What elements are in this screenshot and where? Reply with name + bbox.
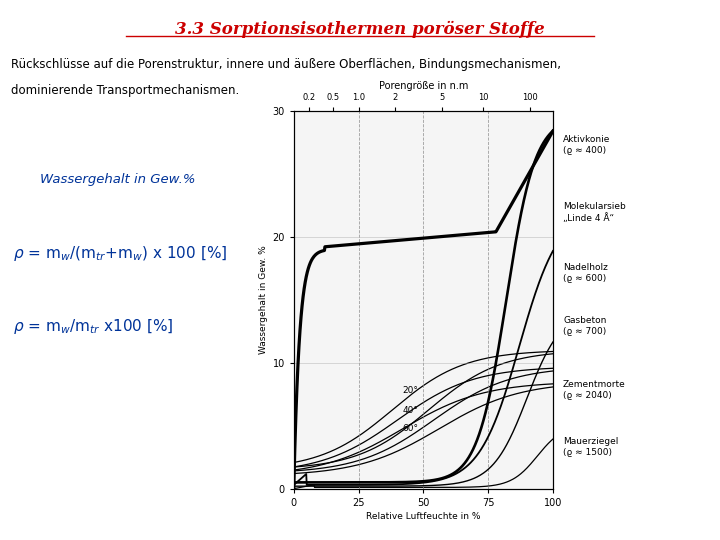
Text: Nadelholz
(ϱ ≈ 600): Nadelholz (ϱ ≈ 600) bbox=[563, 263, 608, 284]
Text: $\rho$ = m$_w$/(m$_{tr}$+m$_w$) x 100 [%]: $\rho$ = m$_w$/(m$_{tr}$+m$_w$) x 100 [%… bbox=[13, 244, 228, 262]
Text: Mauerziegel
(ϱ ≈ 1500): Mauerziegel (ϱ ≈ 1500) bbox=[563, 437, 618, 457]
X-axis label: Porengröße in n.m: Porengröße in n.m bbox=[379, 80, 468, 91]
Text: 20°: 20° bbox=[402, 386, 418, 395]
Text: Rückschlüsse auf die Porenstruktur, innere und äußere Oberflächen, Bindungsmecha: Rückschlüsse auf die Porenstruktur, inne… bbox=[11, 58, 561, 71]
Text: 3.3 Sorptionsisothermen poröser Stoffe: 3.3 Sorptionsisothermen poröser Stoffe bbox=[175, 21, 545, 38]
Text: 60°: 60° bbox=[402, 424, 418, 433]
Text: Gasbeton
(ϱ ≈ 700): Gasbeton (ϱ ≈ 700) bbox=[563, 316, 606, 336]
Text: $\rho$ = m$_w$/m$_{tr}$ x100 [%]: $\rho$ = m$_w$/m$_{tr}$ x100 [%] bbox=[13, 316, 174, 335]
X-axis label: Relative Luftfeuchte in %: Relative Luftfeuchte in % bbox=[366, 512, 481, 521]
Text: 40°: 40° bbox=[402, 406, 418, 415]
Y-axis label: Wassergehalt in Gew. %: Wassergehalt in Gew. % bbox=[259, 245, 268, 354]
Text: Zementmorte
(ϱ ≈ 2040): Zementmorte (ϱ ≈ 2040) bbox=[563, 380, 626, 401]
Text: dominierende Transportmechanismen.: dominierende Transportmechanismen. bbox=[11, 84, 239, 97]
Text: Wassergehalt in Gew.%: Wassergehalt in Gew.% bbox=[40, 173, 195, 186]
Text: Molekularsieb
„Linde 4 Å“: Molekularsieb „Linde 4 Å“ bbox=[563, 202, 626, 224]
Text: Aktivkonie
(ϱ ≈ 400): Aktivkonie (ϱ ≈ 400) bbox=[563, 134, 611, 155]
